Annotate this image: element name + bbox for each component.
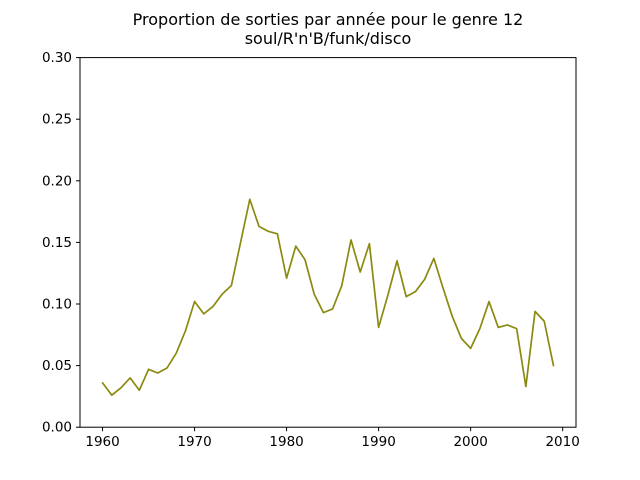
chart-title: Proportion de sorties par année pour le … xyxy=(80,10,576,48)
y-tick-label: 0.20 xyxy=(42,173,72,189)
y-tick-label: 0.25 xyxy=(42,112,72,128)
chart-title-line1: Proportion de sorties par année pour le … xyxy=(132,10,524,29)
y-tick-label: 0.30 xyxy=(42,50,72,66)
y-tick-label: 0.05 xyxy=(42,358,72,374)
y-tick-label: 0.15 xyxy=(42,235,72,251)
x-tick-label: 2000 xyxy=(453,434,487,450)
y-tick-label: 0.00 xyxy=(42,420,72,436)
chart-title-line2: soul/R'n'B/funk/disco xyxy=(244,29,412,48)
x-tick-label: 2010 xyxy=(545,434,579,450)
x-tick-label: 1990 xyxy=(361,434,395,450)
x-tick-label: 1960 xyxy=(85,434,119,450)
x-tick-label: 1970 xyxy=(177,434,211,450)
y-tick-label: 0.10 xyxy=(42,297,72,313)
x-tick-label: 1980 xyxy=(269,434,303,450)
data-line xyxy=(101,198,555,397)
